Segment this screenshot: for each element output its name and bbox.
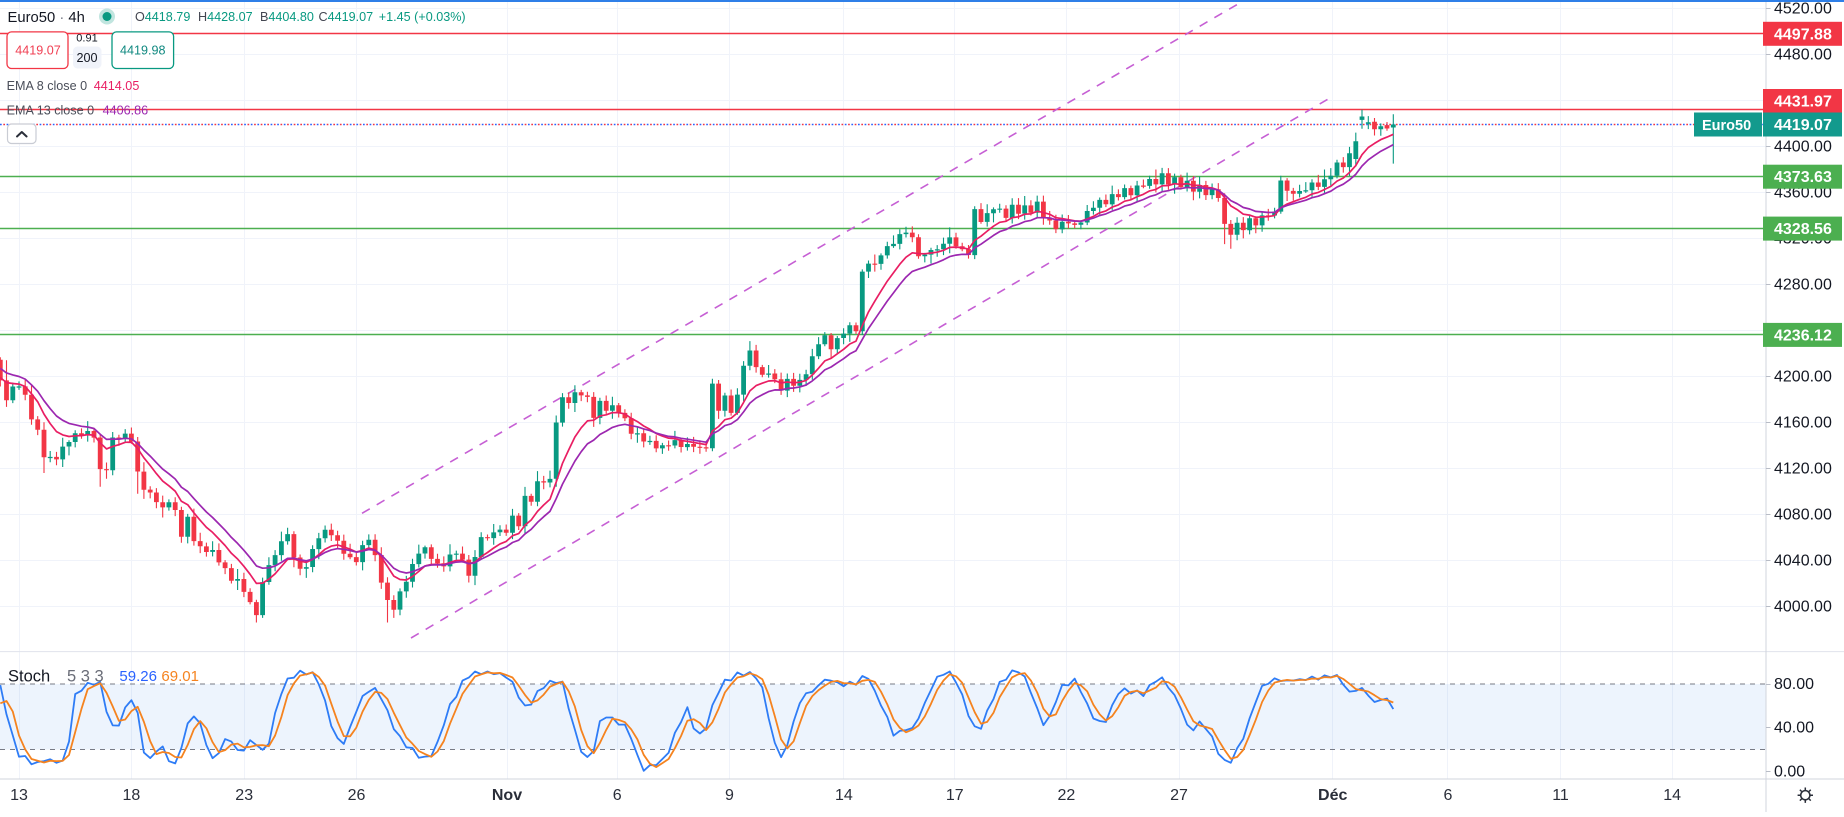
svg-text:Déc: Déc [1318, 787, 1347, 804]
svg-text:4419.07: 4419.07 [1774, 117, 1832, 134]
svg-text:14: 14 [1663, 787, 1681, 804]
svg-text:EMA 8 close 0: EMA 8 close 0 [7, 79, 88, 93]
svg-text:13: 13 [10, 787, 28, 804]
svg-text:EMA 13 close 0: EMA 13 close 0 [7, 104, 95, 118]
svg-text:59.26: 59.26 [119, 668, 157, 685]
svg-text:C4419.07: C4419.07 [319, 10, 374, 24]
svg-text:18: 18 [123, 787, 141, 804]
svg-text:4200.00: 4200.00 [1774, 368, 1832, 385]
svg-text:23: 23 [235, 787, 253, 804]
svg-text:26: 26 [348, 787, 366, 804]
svg-text:4406.86: 4406.86 [103, 104, 149, 118]
svg-text:4497.88: 4497.88 [1774, 26, 1832, 43]
svg-text:B4404.80: B4404.80 [260, 10, 314, 24]
svg-text:4419.98: 4419.98 [120, 44, 166, 58]
svg-text:4414.05: 4414.05 [94, 79, 140, 93]
svg-text:6: 6 [1443, 787, 1452, 804]
svg-text:Euro50: Euro50 [1702, 118, 1751, 134]
svg-text:22: 22 [1058, 787, 1076, 804]
svg-text:27: 27 [1170, 787, 1188, 804]
svg-text:4280.00: 4280.00 [1774, 276, 1832, 293]
svg-text:4160.00: 4160.00 [1774, 414, 1832, 431]
svg-text:6: 6 [613, 787, 622, 804]
svg-text:Nov: Nov [492, 787, 522, 804]
svg-text:14: 14 [835, 787, 853, 804]
svg-text:4431.97: 4431.97 [1774, 94, 1832, 111]
svg-text:4000.00: 4000.00 [1774, 598, 1832, 615]
svg-text:H4428.07: H4428.07 [198, 10, 253, 24]
svg-text:11: 11 [1552, 787, 1569, 804]
svg-text:0.91: 0.91 [76, 33, 97, 45]
svg-text:4236.12: 4236.12 [1774, 327, 1832, 344]
svg-text:200: 200 [76, 51, 97, 65]
svg-text:17: 17 [946, 787, 964, 804]
svg-text:Euro50 · 4h: Euro50 · 4h [8, 10, 85, 26]
svg-text:4373.63: 4373.63 [1774, 169, 1832, 186]
svg-text:4120.00: 4120.00 [1774, 460, 1832, 477]
svg-text:+1.45 (+0.03%): +1.45 (+0.03%) [379, 10, 466, 24]
svg-text:4080.00: 4080.00 [1774, 506, 1832, 523]
svg-text:4480.00: 4480.00 [1774, 46, 1832, 63]
svg-text:4419.07: 4419.07 [15, 44, 61, 58]
svg-text:5 3 3: 5 3 3 [67, 668, 104, 686]
svg-text:4328.56: 4328.56 [1774, 221, 1832, 238]
svg-text:0.00: 0.00 [1774, 763, 1805, 780]
svg-text:O4418.79: O4418.79 [135, 10, 190, 24]
svg-text:Stoch: Stoch [8, 668, 50, 686]
svg-text:80.00: 80.00 [1774, 676, 1814, 693]
svg-text:4040.00: 4040.00 [1774, 552, 1832, 569]
svg-text:40.00: 40.00 [1774, 720, 1814, 737]
svg-text:4400.00: 4400.00 [1774, 138, 1832, 155]
svg-text:4520.00: 4520.00 [1774, 0, 1832, 17]
svg-text:69.01: 69.01 [161, 668, 199, 685]
svg-text:9: 9 [725, 787, 734, 804]
